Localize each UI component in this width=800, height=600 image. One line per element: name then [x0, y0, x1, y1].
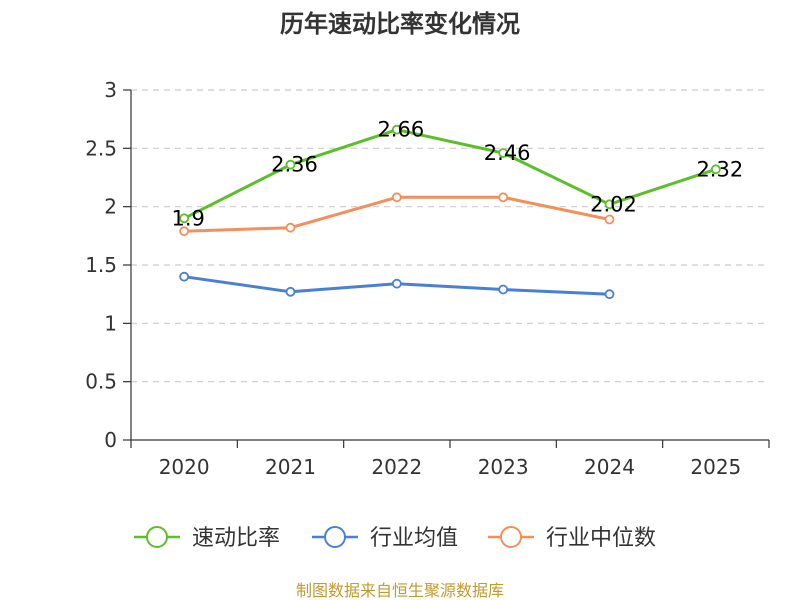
- point-s1-2020: [179, 271, 190, 282]
- series-line-0: [183, 128, 717, 220]
- point-s2-2022: [391, 192, 402, 203]
- y-tick-label-1: 0.5: [85, 370, 117, 394]
- point-s2-2024: [604, 214, 615, 225]
- point-s2-2023: [498, 192, 509, 203]
- point-s0-2020: [179, 213, 190, 224]
- y-tick-label-6: 3: [104, 78, 117, 102]
- point-s1-2023: [498, 284, 509, 295]
- point-s2-2021: [285, 222, 296, 233]
- series-line-2: [184, 195, 610, 233]
- point-s0-2022: [391, 124, 402, 135]
- data-label-2025: 2.32: [696, 157, 743, 181]
- x-tick-label-2020: 2020: [159, 455, 210, 479]
- x-tick-label-2024: 2024: [584, 455, 635, 479]
- x-axis-ticks: 2020 2021 2022 2023 2024 2025: [130, 440, 770, 479]
- data-label-2020: 1.9: [171, 206, 204, 230]
- point-s1-2021: [285, 286, 296, 297]
- y-tick-label-5: 2.5: [85, 136, 117, 160]
- y-tick-label-0: 0: [104, 428, 117, 452]
- x-tick-label-2023: 2023: [478, 455, 529, 479]
- legend-marker-1: [324, 526, 346, 548]
- x-tick-label-2025: 2025: [690, 455, 741, 479]
- x-tick-label-2021: 2021: [265, 455, 316, 479]
- y-tick-label-4: 2: [104, 195, 117, 219]
- legend-label-2: 行业中位数: [546, 526, 656, 551]
- point-s2-2020: [179, 226, 190, 237]
- legend-item-1[interactable]: 行业均值: [312, 526, 458, 551]
- grid-lines: [131, 89, 769, 383]
- point-s0-2023: [498, 148, 509, 158]
- legend-item-0[interactable]: 速动比率: [134, 526, 280, 551]
- y-tick-label-3: 1.5: [85, 253, 117, 277]
- data-label-2021: 2.36: [271, 153, 318, 177]
- data-label-2024: 2.02: [590, 192, 637, 216]
- data-labels: 1.9 2.36 2.66 2.46 2.02 2.32: [171, 118, 743, 231]
- series-layer: [179, 124, 721, 300]
- point-s1-2022: [391, 278, 402, 289]
- point-s1-2024: [604, 289, 615, 300]
- source-note: 制图数据来自恒生聚源数据库: [296, 581, 504, 600]
- point-s0-2024: [604, 199, 615, 210]
- legend[interactable]: 速动比率 行业均值 行业中位数: [134, 526, 656, 551]
- legend-label-1: 行业均值: [370, 526, 458, 551]
- chart-title: 历年速动比率变化情况: [280, 10, 520, 38]
- y-axis-ticks: 0 0.5 1 1.5 2 2.5 3: [85, 78, 131, 452]
- x-tick-label-2022: 2022: [371, 455, 422, 479]
- legend-item-2[interactable]: 行业中位数: [488, 526, 656, 551]
- data-label-2023: 2.46: [484, 141, 531, 165]
- point-s0-2025: [710, 164, 721, 175]
- data-label-2022: 2.66: [377, 118, 424, 142]
- point-s0-2021: [285, 159, 296, 170]
- y-tick-label-2: 1: [104, 311, 117, 335]
- legend-label-0: 速动比率: [192, 526, 280, 551]
- legend-marker-2: [500, 526, 522, 548]
- legend-marker-0: [146, 526, 168, 548]
